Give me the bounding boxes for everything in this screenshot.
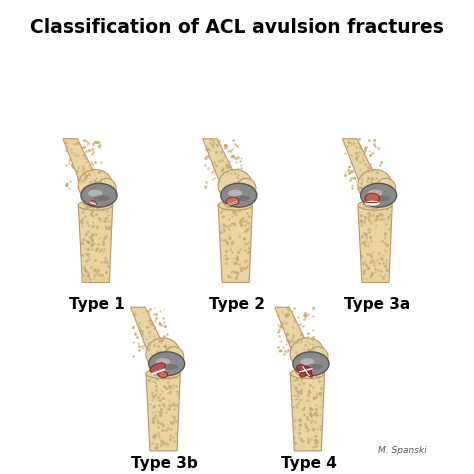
Ellipse shape [365, 201, 380, 206]
Text: Type 3a: Type 3a [344, 297, 410, 312]
Ellipse shape [223, 197, 236, 207]
Polygon shape [290, 374, 325, 451]
Ellipse shape [149, 352, 185, 375]
Ellipse shape [290, 338, 325, 370]
Ellipse shape [293, 352, 329, 375]
Ellipse shape [78, 170, 112, 201]
Ellipse shape [218, 200, 252, 210]
Text: Classification of ACL avulsion fractures: Classification of ACL avulsion fractures [30, 18, 444, 37]
Ellipse shape [151, 366, 164, 375]
Ellipse shape [93, 195, 111, 201]
Ellipse shape [146, 369, 180, 379]
Ellipse shape [290, 369, 325, 379]
Ellipse shape [228, 190, 242, 197]
Ellipse shape [376, 178, 396, 198]
Ellipse shape [158, 372, 167, 378]
Text: Type 2: Type 2 [209, 297, 265, 312]
Ellipse shape [372, 195, 390, 201]
Ellipse shape [236, 178, 256, 198]
Ellipse shape [232, 195, 251, 201]
Ellipse shape [156, 358, 170, 365]
Ellipse shape [164, 347, 184, 367]
Polygon shape [63, 139, 102, 188]
Text: Type 3b: Type 3b [131, 456, 198, 471]
Text: Type 1: Type 1 [69, 297, 125, 312]
Ellipse shape [160, 364, 178, 370]
Ellipse shape [358, 170, 392, 201]
Polygon shape [78, 205, 113, 283]
Ellipse shape [84, 197, 96, 207]
Ellipse shape [300, 372, 306, 377]
Ellipse shape [365, 193, 380, 203]
Polygon shape [343, 139, 381, 188]
Ellipse shape [308, 372, 312, 377]
Polygon shape [130, 307, 169, 357]
Text: M. Spanski: M. Spanski [378, 446, 427, 455]
Polygon shape [203, 139, 242, 188]
Ellipse shape [78, 200, 112, 210]
Ellipse shape [358, 200, 392, 210]
Polygon shape [218, 205, 253, 283]
Ellipse shape [305, 367, 311, 373]
Polygon shape [275, 307, 314, 357]
Ellipse shape [218, 170, 252, 201]
Ellipse shape [361, 183, 397, 207]
Polygon shape [146, 374, 180, 451]
Ellipse shape [363, 197, 376, 207]
Ellipse shape [305, 364, 323, 370]
Ellipse shape [150, 363, 165, 373]
Ellipse shape [296, 366, 308, 375]
Ellipse shape [88, 190, 103, 197]
Ellipse shape [226, 197, 239, 205]
Ellipse shape [368, 190, 382, 197]
Ellipse shape [89, 201, 96, 206]
Ellipse shape [297, 365, 306, 371]
Ellipse shape [221, 183, 257, 207]
Ellipse shape [300, 358, 315, 365]
Ellipse shape [308, 347, 328, 367]
Ellipse shape [96, 178, 116, 198]
Text: Type 4: Type 4 [281, 456, 337, 471]
Ellipse shape [146, 338, 180, 370]
Ellipse shape [81, 183, 117, 207]
Polygon shape [358, 205, 392, 283]
